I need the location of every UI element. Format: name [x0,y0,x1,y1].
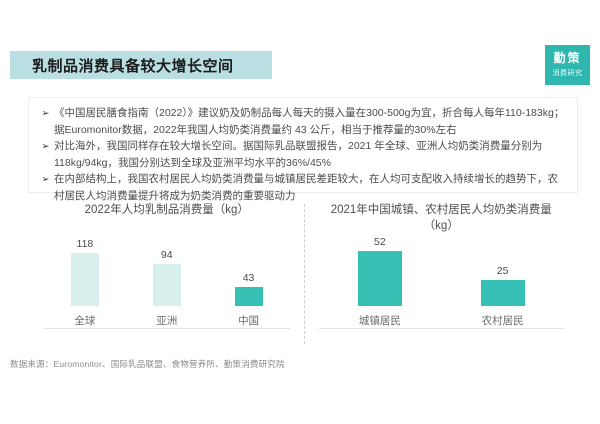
brand-logo-subtitle: 消费研究 [552,69,583,77]
bullet-text: 《中国居民膳食指南（2022）》建议奶及奶制品每人每天的摄入量在300-500g… [54,107,565,136]
bar-category-label: 中国 [238,315,260,327]
bar-value-label: 52 [374,236,386,249]
chart-dairy-per-capita: 2022年人均乳制品消费量（kg） 118 全球 94 亚洲 43 中国 [30,202,304,352]
bar-group: 118 全球 [44,238,126,328]
bar [357,251,402,306]
bar-group: 25 农村居民 [441,248,564,328]
bar-area: 52 [319,236,442,306]
bullet-list: ➢ 《中国居民膳食指南（2022）》建议奶及奶制品每人每天的摄入量在300-500… [28,97,578,202]
bar-area: 94 [126,248,208,306]
chart-title: 2022年人均乳制品消费量（kg） [84,204,249,216]
bullet-arrow-icon: ➢ [41,108,50,119]
bar-category-label: 城镇居民 [358,315,401,327]
chart-plot-area: 52 城镇居民 25 农村居民 [318,236,564,329]
bullet-item: ➢ 对比海外，我国同样存在较大增长空间。据国际乳品联盟报告，2021 年全球、亚洲… [37,138,565,171]
bullet-text: 在内部结构上，我国农村居民人均奶类消费量与城镇居民差距较大，在人均可支配收入持续… [54,173,558,202]
bar-value-label: 118 [76,238,94,251]
data-source-note: 数据来源：Euromonitor、国际乳品联盟、食物营养所、勤策消费研究院 [10,359,285,369]
chart-plot-area: 118 全球 94 亚洲 43 中国 [44,238,290,329]
brand-logo: 勤策 消费研究 [545,45,590,85]
bar-category-label: 农村居民 [481,315,524,327]
bar-group: 43 中国 [208,248,290,328]
bar-area: 118 [44,238,126,306]
bullet-item: ➢ 在内部结构上，我国农村居民人均奶类消费量与城镇居民差距较大，在人均可支配收入持… [37,171,565,204]
bar-value-label: 94 [160,249,173,262]
page-title: 乳制品消费具备较大增长空间 [32,57,234,75]
bar [70,253,99,306]
bullet-item: ➢ 《中国居民膳食指南（2022）》建议奶及奶制品每人每天的摄入量在300-500… [37,105,565,138]
charts-row: 2022年人均乳制品消费量（kg） 118 全球 94 亚洲 43 中国 2021年中国城… [30,202,578,352]
bar-area: 43 [208,248,290,306]
vertical-dashed-divider [303,204,305,344]
bar-category-label: 全球 [74,315,96,327]
bar [234,286,263,306]
bar-value-label: 25 [496,264,509,277]
bullet-arrow-icon: ➢ [41,174,50,186]
bar-value-label: 43 [242,271,255,284]
slide-title-bar: 乳制品消费具备较大增长空间 [10,51,272,79]
bar-area: 25 [441,248,564,306]
bar-group: 52 城镇居民 [319,236,442,328]
bullet-text: 对比海外，我国同样存在较大增长空间。据国际乳品联盟报告，2021 年全球、亚洲人… [54,140,543,169]
bar-group: 94 亚洲 [126,248,208,328]
chart-urban-rural-milk: 2021年中国城镇、农村居民人均奶类消费量（kg） 52 城镇居民 25 农村居民 [305,202,579,352]
brand-logo-name: 勤策 [553,51,582,66]
bar [480,279,525,306]
bullet-arrow-icon: ➢ [41,141,50,153]
chart-title: 2021年中国城镇、农村居民人均奶类消费量（kg） [330,204,552,232]
bar-category-label: 亚洲 [156,315,178,327]
bar [152,264,181,306]
